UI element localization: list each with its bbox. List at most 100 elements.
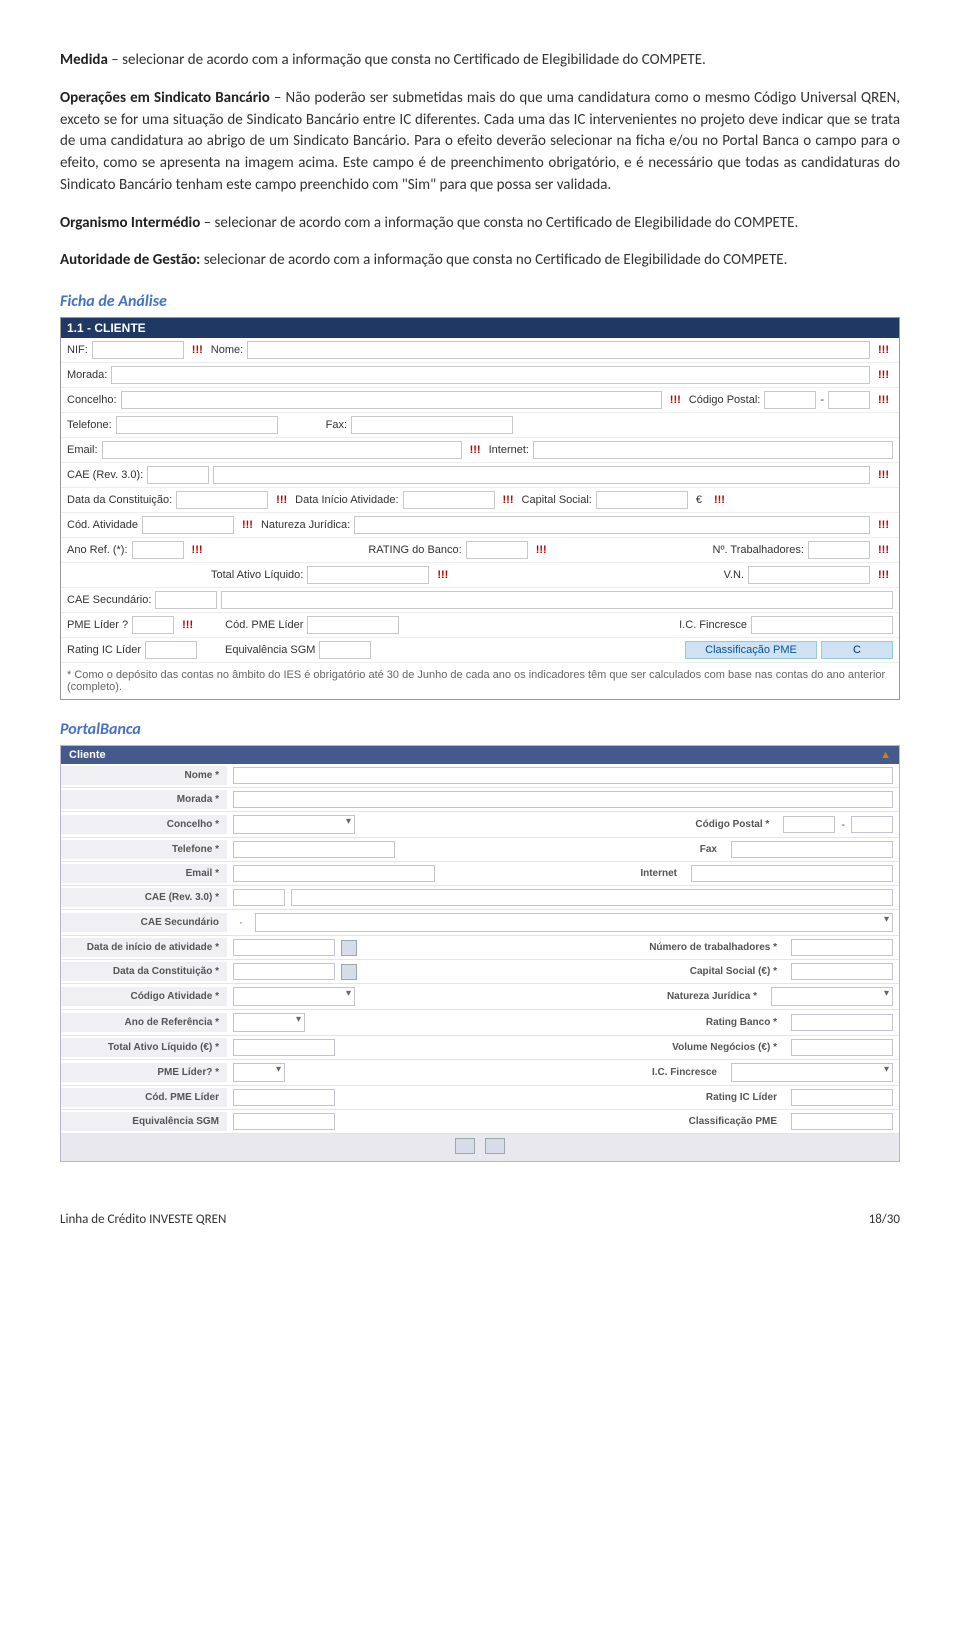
pb-label-dataconst: Data da Constituição * (61, 962, 227, 981)
pb-label-anoref: Ano de Referência * (61, 1013, 227, 1032)
footer-left: Linha de Crédito INVESTE QREN (60, 1212, 226, 1227)
pb-label-ntrab: Número de trabalhadores * (649, 942, 785, 953)
pb-select-anoref[interactable] (233, 1013, 305, 1032)
req-icon: !!! (710, 494, 729, 506)
input-capsoc[interactable] (596, 491, 688, 509)
pb-select-pmelider[interactable] (233, 1063, 285, 1082)
pb-label-codativ: Código Atividade * (61, 987, 227, 1006)
pb-label-eqsgm: Equivalência SGM (61, 1112, 227, 1131)
pb-select-icfin[interactable] (731, 1063, 893, 1082)
pb-input-ratingic[interactable] (791, 1089, 893, 1106)
input-dataconst[interactable] (176, 491, 268, 509)
pb-label-classpme: Classificação PME (689, 1116, 785, 1127)
label-classpme: Classificação PME (685, 641, 817, 659)
pb-input-dataconst[interactable] (233, 963, 335, 980)
para-operacoes-bold: Operações em Sindicato Bancário (60, 89, 270, 107)
input-caesec[interactable] (155, 591, 217, 609)
pb-select-caesec[interactable] (255, 913, 893, 932)
input-nif[interactable] (92, 341, 184, 359)
pb-input-cae-desc[interactable] (291, 889, 893, 906)
label-ratingic: Rating IC Líder (67, 644, 141, 656)
pb-toolbar (61, 1134, 899, 1161)
pb-label-ratingb: Rating Banco * (706, 1017, 785, 1028)
save-icon[interactable] (455, 1138, 475, 1154)
input-cae-desc[interactable] (213, 466, 870, 484)
portalbanca-title: PortalBanca (60, 720, 900, 739)
input-caesec-desc[interactable] (221, 591, 893, 609)
input-ntrab[interactable] (808, 541, 870, 559)
label-fax: Fax: (326, 419, 347, 431)
input-cp2[interactable] (828, 391, 870, 409)
pb-input-ratingb[interactable] (791, 1014, 893, 1031)
input-morada[interactable] (111, 366, 870, 384)
pb-input-capsoc[interactable] (791, 963, 893, 980)
input-internet[interactable] (533, 441, 893, 459)
req-icon: !!! (238, 519, 257, 531)
para-medida-bold: Medida (60, 51, 108, 69)
input-dataini[interactable] (403, 491, 495, 509)
ficha-row-caesec: CAE Secundário: (61, 588, 899, 613)
input-email[interactable] (102, 441, 462, 459)
ficha-row-dataconst: Data da Constituição: !!! Data Início At… (61, 488, 899, 513)
pb-input-fax[interactable] (731, 841, 893, 858)
pb-input-telefone[interactable] (233, 841, 395, 858)
ficha-row-anoref: Ano Ref. (*): !!! RATING do Banco: !!! N… (61, 538, 899, 563)
label-eqsgm: Equivalência SGM (225, 644, 316, 656)
label-cae: CAE (Rev. 3.0): (67, 469, 143, 481)
input-cae[interactable] (147, 466, 209, 484)
pb-input-totativo[interactable] (233, 1039, 335, 1056)
pb-input-nome[interactable] (233, 767, 893, 784)
ficha-row-cae: CAE (Rev. 3.0): !!! (61, 463, 899, 488)
calendar-icon[interactable] (341, 964, 357, 980)
req-icon: !!! (499, 494, 518, 506)
pb-input-cae[interactable] (233, 889, 285, 906)
ficha-row-ratingic: Rating IC Líder Equivalência SGM Classif… (61, 638, 899, 663)
req-icon: !!! (874, 519, 893, 531)
pb-input-classpme[interactable] (791, 1113, 893, 1130)
input-ratingic[interactable] (145, 641, 197, 659)
ficha-row-email: Email: !!! Internet: (61, 438, 899, 463)
pb-input-internet[interactable] (691, 865, 893, 882)
pb-input-ntrab[interactable] (791, 939, 893, 956)
pb-input-morada[interactable] (233, 791, 893, 808)
label-pmelider: PME Líder ? (67, 619, 128, 631)
input-icfin[interactable] (751, 616, 893, 634)
pb-input-dataini[interactable] (233, 939, 335, 956)
input-pmelider[interactable] (132, 616, 174, 634)
input-concelho[interactable] (121, 391, 662, 409)
req-icon: !!! (532, 544, 551, 556)
pb-input-cp1[interactable] (783, 816, 835, 833)
pb-select-codativ[interactable] (233, 987, 355, 1006)
input-eqsgm[interactable] (319, 641, 371, 659)
para-autoridade-rest: selecionar de acordo com a informação qu… (200, 251, 787, 269)
input-telefone[interactable] (116, 416, 278, 434)
calendar-icon[interactable] (341, 940, 357, 956)
action-icon[interactable] (485, 1138, 505, 1154)
para-autoridade: Autoridade de Gestão: selecionar de acor… (60, 250, 900, 272)
pb-input-cp2[interactable] (851, 816, 893, 833)
input-codpme[interactable] (307, 616, 399, 634)
pb-select-natjur[interactable] (771, 987, 893, 1006)
para-autoridade-bold: Autoridade de Gestão: (60, 251, 200, 269)
pb-label-volneg: Volume Negócios (€) * (672, 1042, 785, 1053)
input-cp1[interactable] (764, 391, 816, 409)
input-rating[interactable] (466, 541, 528, 559)
pb-input-eqsgm[interactable] (233, 1113, 335, 1130)
pb-input-volneg[interactable] (791, 1039, 893, 1056)
input-vn[interactable] (748, 566, 870, 584)
label-anoref: Ano Ref. (*): (67, 544, 128, 556)
input-fax[interactable] (351, 416, 513, 434)
pb-label-natjur: Natureza Jurídica * (667, 991, 765, 1002)
input-codativ[interactable] (142, 516, 234, 534)
input-nome[interactable] (247, 341, 870, 359)
pb-select-concelho[interactable] (233, 815, 355, 834)
label-codpme: Cód. PME Líder (225, 619, 303, 631)
input-anoref[interactable] (132, 541, 184, 559)
input-natjur[interactable] (354, 516, 870, 534)
input-totativo[interactable] (307, 566, 429, 584)
ficha-row-morada: Morada: !!! (61, 363, 899, 388)
pb-input-codpme[interactable] (233, 1089, 335, 1106)
pb-label-ratingic: Rating IC Líder (706, 1092, 785, 1103)
pb-input-email[interactable] (233, 865, 435, 882)
req-icon: !!! (874, 544, 893, 556)
